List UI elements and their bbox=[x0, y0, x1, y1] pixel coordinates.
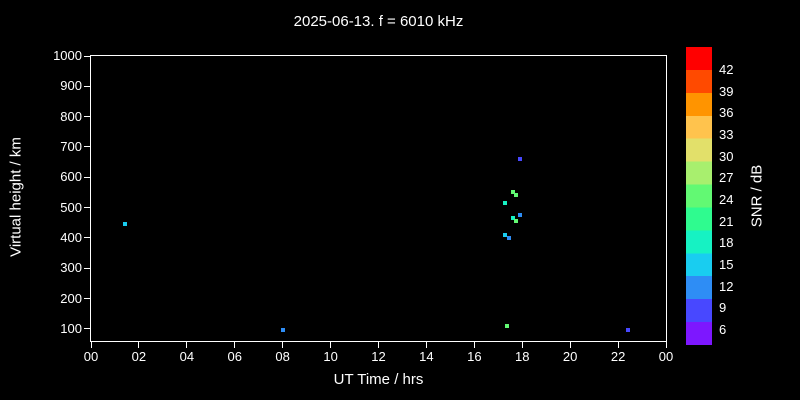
x-tick-label: 08 bbox=[275, 349, 290, 364]
data-point bbox=[625, 328, 630, 333]
colorbar-tick-label: 36 bbox=[719, 105, 734, 121]
y-tick-label: 800 bbox=[60, 108, 82, 124]
x-tick-label: 18 bbox=[515, 349, 530, 364]
colorbar-tick-label: 6 bbox=[719, 322, 727, 337]
data-point bbox=[504, 323, 509, 328]
data-point bbox=[507, 235, 512, 240]
x-tick-label: 10 bbox=[323, 349, 338, 364]
x-tick-mark bbox=[521, 342, 523, 348]
chart-title: 2025-06-13. f = 6010 kHz bbox=[293, 13, 464, 30]
y-tick-mark bbox=[84, 85, 90, 87]
x-tick-mark bbox=[186, 342, 188, 348]
y-tick-mark bbox=[84, 328, 90, 330]
y-tick-mark bbox=[84, 267, 90, 269]
colorbar-tick-label: 30 bbox=[719, 148, 734, 164]
x-tick-mark bbox=[138, 342, 140, 348]
colorbar-tick-label: 24 bbox=[719, 192, 734, 207]
data-point bbox=[280, 328, 285, 333]
x-tick-mark bbox=[90, 342, 92, 348]
x-tick-mark bbox=[282, 342, 284, 348]
colorbar-tick-label: 27 bbox=[719, 170, 734, 186]
y-tick-mark bbox=[84, 146, 90, 148]
y-tick-mark bbox=[84, 55, 90, 57]
colorbar bbox=[686, 47, 712, 345]
y-tick-label: 200 bbox=[60, 290, 82, 306]
y-tick-label: 500 bbox=[60, 199, 82, 215]
colorbar-tick-label: 33 bbox=[719, 127, 734, 142]
colorbar-tick-label: 42 bbox=[719, 62, 734, 77]
data-point bbox=[510, 190, 515, 195]
y-tick-mark bbox=[84, 237, 90, 239]
x-tick-label: 22 bbox=[610, 349, 626, 364]
data-point bbox=[514, 193, 519, 198]
x-tick-label: 00 bbox=[83, 349, 99, 364]
x-axis-label: UT Time / hrs bbox=[333, 371, 424, 388]
colorbar-tick-label: 18 bbox=[719, 235, 734, 251]
data-point bbox=[503, 201, 508, 206]
y-tick-label: 700 bbox=[60, 138, 82, 154]
x-tick-label: 12 bbox=[371, 349, 386, 364]
x-tick-label: 20 bbox=[562, 349, 578, 364]
x-tick-label: 02 bbox=[131, 349, 147, 364]
y-tick-label: 300 bbox=[60, 260, 82, 276]
plot-area bbox=[90, 55, 667, 342]
y-tick-label: 900 bbox=[60, 78, 82, 94]
x-tick-label: 06 bbox=[227, 349, 242, 364]
y-tick-mark bbox=[84, 207, 90, 209]
y-tick-label: 100 bbox=[60, 320, 82, 336]
x-tick-mark bbox=[617, 342, 619, 348]
x-tick-label: 16 bbox=[467, 349, 482, 364]
x-tick-mark bbox=[378, 342, 379, 348]
x-tick-mark bbox=[234, 342, 236, 348]
y-tick-label: 600 bbox=[60, 169, 82, 185]
x-tick-mark bbox=[665, 342, 667, 348]
data-point bbox=[514, 219, 519, 224]
colorbar-tick-label: 12 bbox=[719, 278, 734, 294]
colorbar-tick-label: 9 bbox=[719, 300, 727, 316]
colorbar-tick-label: 21 bbox=[719, 213, 734, 229]
data-point bbox=[503, 232, 508, 237]
colorbar-tick-label: 39 bbox=[719, 83, 734, 99]
y-tick-label: 400 bbox=[60, 229, 82, 245]
y-axis-label: Virtual height / km bbox=[7, 137, 25, 257]
data-point bbox=[517, 213, 522, 218]
x-tick-mark bbox=[330, 342, 332, 348]
y-tick-mark bbox=[84, 176, 90, 178]
data-point bbox=[122, 222, 127, 227]
y-tick-mark bbox=[84, 298, 90, 300]
x-tick-label: 00 bbox=[658, 349, 674, 364]
data-point bbox=[510, 216, 515, 221]
x-tick-label: 04 bbox=[179, 349, 195, 364]
x-tick-mark bbox=[425, 342, 427, 348]
colorbar-tick-label: 15 bbox=[719, 257, 734, 272]
x-tick-mark bbox=[473, 342, 475, 348]
data-point bbox=[517, 157, 522, 162]
y-tick-label: 1000 bbox=[53, 48, 82, 63]
y-tick-mark bbox=[84, 116, 90, 118]
colorbar-axis-label: SNR / dB bbox=[748, 164, 766, 228]
x-tick-label: 14 bbox=[419, 349, 434, 364]
x-tick-mark bbox=[569, 342, 571, 348]
